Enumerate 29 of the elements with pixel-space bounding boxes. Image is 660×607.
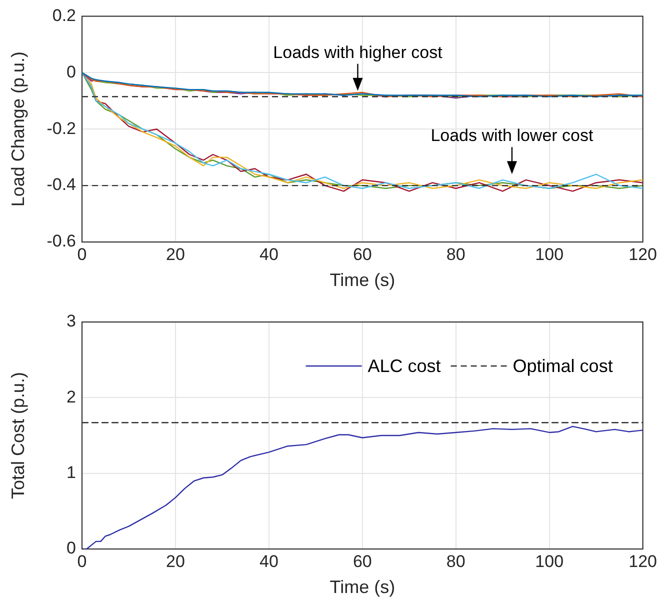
y-axis-title: Load Change (p.u.) <box>8 52 28 207</box>
x-tick-label: 60 <box>352 244 372 264</box>
x-tick-label: 120 <box>628 552 658 571</box>
x-tick-label: 20 <box>166 244 185 264</box>
x-tick-label: 100 <box>535 552 564 571</box>
y-tick-label: 3 <box>66 312 76 331</box>
y-axis-title: Total Cost (p.u.) <box>8 372 28 500</box>
y-tick-label: 0.2 <box>52 6 76 25</box>
x-tick-label: 80 <box>446 552 466 571</box>
x-tick-label: 60 <box>352 552 372 571</box>
legend-label: ALC cost <box>368 356 441 376</box>
y-tick-label: -0.6 <box>46 232 76 251</box>
y-tick-label: -0.2 <box>46 118 76 138</box>
x-tick-label: 120 <box>628 244 658 264</box>
x-tick-label: 40 <box>259 552 278 571</box>
x-tick-label: 20 <box>166 552 185 571</box>
y-tick-label: 2 <box>66 387 76 406</box>
legend-label: Optimal cost <box>512 356 613 376</box>
annotation: Loads with lower cost <box>430 126 594 146</box>
x-tick-label: 80 <box>446 244 466 264</box>
x-axis-title: Time (s) <box>330 270 396 290</box>
y-tick-label: 1 <box>66 463 76 482</box>
y-tick-label: -0.4 <box>46 175 76 194</box>
x-axis-title: Time (s) <box>330 577 396 598</box>
y-tick-label: 0 <box>66 62 76 82</box>
annotation: Loads with higher cost <box>273 42 443 62</box>
x-tick-label: 100 <box>535 244 564 264</box>
y-tick-label: 0 <box>66 538 76 558</box>
x-tick-label: 40 <box>259 244 278 264</box>
